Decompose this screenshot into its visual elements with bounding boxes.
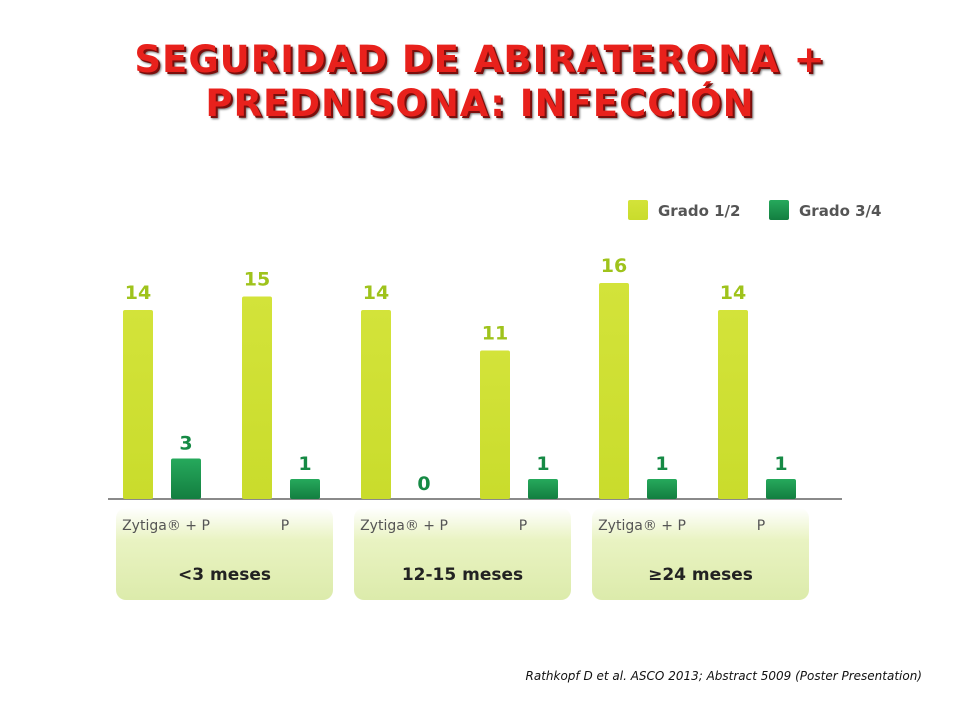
bar-grado-3-4	[528, 479, 558, 499]
bar-grado-3-4	[171, 458, 201, 499]
data-label-grado-1-2: 14	[125, 282, 151, 304]
data-label-grado-1-2: 14	[720, 282, 746, 304]
data-label-grado-3-4: 1	[536, 453, 549, 475]
bar-grado-1-2	[599, 283, 629, 499]
slide-title: SEGURIDAD DE ABIRATERONA + PREDNISONA: I…	[0, 38, 960, 126]
group-label: <3 meses	[178, 565, 271, 585]
group-panel	[116, 508, 333, 600]
bar-grado-1-2	[718, 310, 748, 499]
data-label-grado-3-4: 0	[417, 473, 430, 495]
bar-grado-1-2	[361, 310, 391, 499]
data-label-grado-3-4: 1	[298, 453, 311, 475]
title-line-1: SEGURIDAD DE ABIRATERONA +	[134, 38, 826, 81]
legend-swatch-grado-1-2	[628, 200, 648, 220]
bar-grado-3-4	[766, 479, 796, 499]
bar-grado-1-2	[123, 310, 153, 499]
category-tick-label: Zytiga® + P	[598, 518, 686, 534]
data-label-grado-1-2: 14	[363, 282, 389, 304]
bar-grado-1-2	[242, 296, 272, 499]
bar-grado-1-2	[480, 350, 510, 499]
bar-grado-3-4	[647, 479, 677, 499]
citation: Rathkopf D et al. ASCO 2013; Abstract 50…	[525, 669, 923, 683]
category-tick-label: Zytiga® + P	[122, 518, 210, 534]
category-tick-label: P	[281, 518, 289, 534]
data-label-grado-3-4: 1	[774, 453, 787, 475]
data-label-grado-3-4: 1	[655, 453, 668, 475]
group-panel	[592, 508, 809, 600]
category-tick-label: P	[519, 518, 527, 534]
legend-label-grado-1-2: Grado 1/2	[658, 202, 740, 220]
legend-swatch-grado-3-4	[769, 200, 789, 220]
group-label: 12-15 meses	[402, 565, 523, 585]
category-tick-label: Zytiga® + P	[360, 518, 448, 534]
legend-label-grado-3-4: Grado 3/4	[799, 202, 881, 220]
title-line-2: PREDNISONA: INFECCIÓN	[205, 82, 755, 125]
data-label-grado-1-2: 16	[601, 255, 627, 277]
data-label-grado-3-4: 3	[179, 433, 192, 455]
category-tick-label: P	[757, 518, 765, 534]
group-label: ≥24 meses	[648, 565, 753, 585]
data-label-grado-1-2: 11	[482, 323, 508, 345]
group-panel	[354, 508, 571, 600]
data-label-grado-1-2: 15	[244, 269, 270, 291]
bar-grado-3-4	[290, 479, 320, 499]
